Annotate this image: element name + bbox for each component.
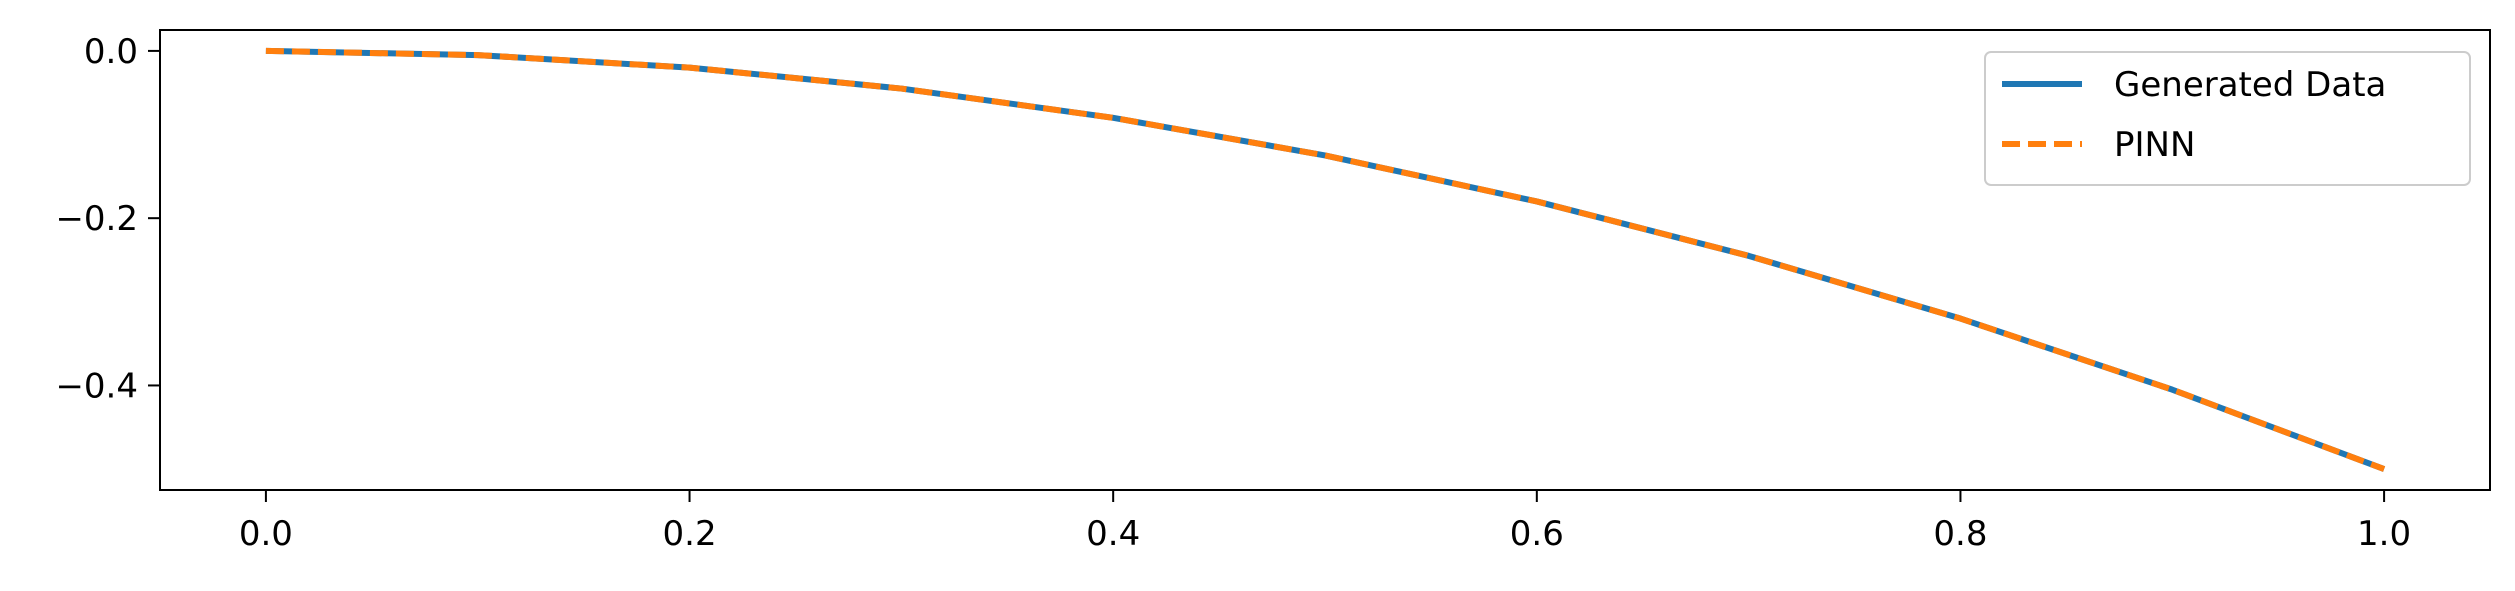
y-axis: 0.0 −0.2 −0.4 xyxy=(55,32,160,406)
y-tick-label: 0.0 xyxy=(84,32,138,72)
plot-frame xyxy=(159,29,2491,491)
y-tick-label: −0.2 xyxy=(55,199,138,239)
series-layer xyxy=(265,47,2386,472)
x-axis: 0.0 0.2 0.4 0.6 0.8 1.0 xyxy=(239,490,2411,554)
x-tick-label: 0.0 xyxy=(239,514,293,554)
x-tick-label: 0.2 xyxy=(663,514,717,554)
x-tick-label: 0.8 xyxy=(1933,514,1987,554)
x-tick-label: 1.0 xyxy=(2357,514,2411,554)
x-tick-label: 0.4 xyxy=(1086,514,1140,554)
series-line-pinn xyxy=(265,47,2386,472)
x-tick-label: 0.6 xyxy=(1510,514,1564,554)
legend-label-generated-data: Generated Data xyxy=(2114,65,2386,105)
y-tick-label: −0.4 xyxy=(55,366,138,406)
legend-label-pinn: PINN xyxy=(2114,125,2195,165)
legend-box xyxy=(1984,51,2471,186)
legend: Generated Data PINN xyxy=(1984,51,2471,186)
